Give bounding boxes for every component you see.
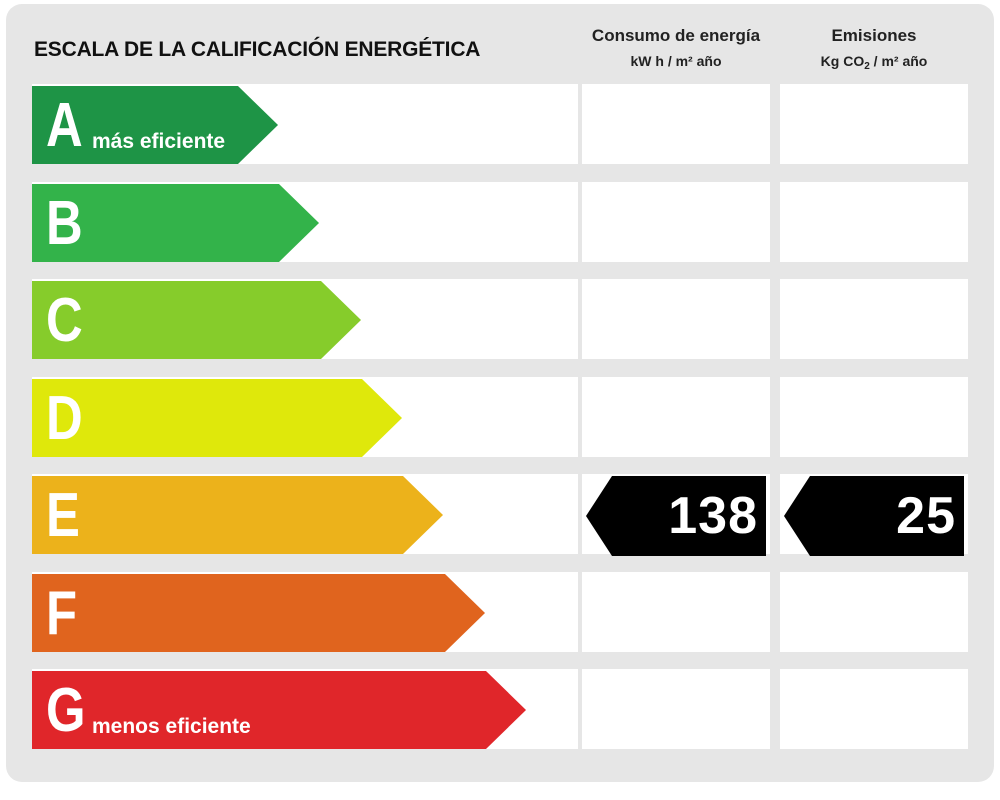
rating-band-d: D [32, 379, 402, 457]
emissions-cell-c [780, 279, 968, 359]
rating-description-a: más eficiente [92, 130, 226, 153]
energy-cell-b [582, 182, 770, 262]
emissions-unit-subscript: 2 [864, 61, 870, 72]
energy-cell-e: 138 [582, 474, 770, 556]
energy-cell-f [582, 572, 770, 652]
scale-cell-f: F [32, 572, 578, 652]
energy-cell-d [582, 377, 770, 457]
rating-letter-e: E [46, 481, 80, 550]
energy-value-marker: 138 [586, 476, 766, 556]
chart-title: ESCALA DE LA CALIFICACIÓN ENERGÉTICA [34, 38, 481, 61]
rating-letter-f: F [46, 579, 78, 648]
energy-value-label: 138 [668, 487, 758, 545]
emissions-cell-d [780, 377, 968, 457]
emissions-column-label: Emisiones [831, 26, 917, 45]
rating-band-f: F [32, 574, 485, 652]
energy-column-unit: kW h / m² año [630, 53, 722, 69]
rating-band-b: B [32, 184, 319, 262]
rating-letter-g: G [46, 676, 86, 745]
energy-cell-c [582, 279, 770, 359]
emissions-cell-g [780, 669, 968, 749]
rating-letter-b: B [46, 189, 83, 258]
rating-row-d: D [6, 377, 994, 459]
emissions-cell-f [780, 572, 968, 652]
rating-row-f: F [6, 572, 994, 654]
emissions-cell-e: 25 [780, 474, 968, 556]
emissions-column-unit: Kg CO2 / m² año [780, 50, 968, 78]
emissions-value-marker: 25 [784, 476, 964, 556]
rating-row-e: E 138 25 [6, 474, 994, 556]
scale-cell-e: E [32, 474, 578, 554]
rating-band-e: E [32, 476, 443, 554]
rating-letter-d: D [46, 384, 83, 453]
rating-band-c: C [32, 281, 361, 359]
emissions-value-label: 25 [896, 487, 956, 545]
scale-cell-d: D [32, 377, 578, 457]
energy-cell-a [582, 84, 770, 164]
scale-cell-b: B [32, 182, 578, 262]
emissions-cell-a [780, 84, 968, 164]
rating-letter-a: A [46, 91, 83, 160]
emissions-unit-right: / m² año [869, 53, 928, 69]
emissions-column-header: Emisiones Kg CO2 / m² año [780, 24, 968, 78]
energy-cell-g [582, 669, 770, 749]
rating-row-c: C [6, 279, 994, 361]
energy-label-frame: ESCALA DE LA CALIFICACIÓN ENERGÉTICA Con… [6, 4, 994, 782]
emissions-cell-b [780, 182, 968, 262]
rating-letter-c: C [46, 286, 83, 355]
rating-description-g: menos eficiente [92, 715, 251, 738]
rating-row-b: B [6, 182, 994, 264]
energy-column-header: Consumo de energía kW h / m² año [582, 24, 770, 72]
energy-column-label: Consumo de energía [591, 26, 761, 45]
scale-cell-c: C [32, 279, 578, 359]
emissions-unit-left: Kg CO [820, 53, 865, 69]
